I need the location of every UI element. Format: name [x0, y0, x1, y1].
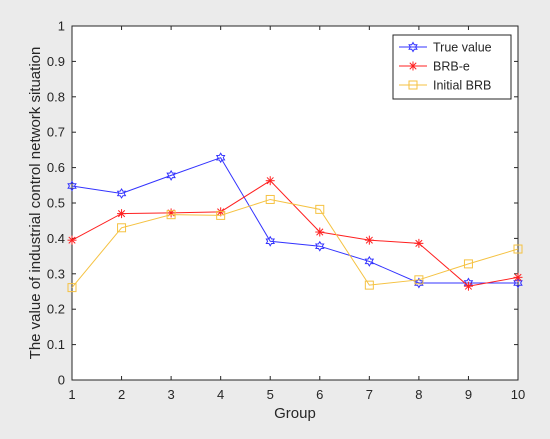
x-tick-label: 8 [415, 387, 422, 402]
data-point [463, 281, 473, 291]
x-tick-label: 2 [118, 387, 125, 402]
y-tick-label: 0.3 [47, 266, 65, 281]
data-point [166, 208, 176, 218]
series-2 [67, 194, 523, 293]
y-tick-label: 0.5 [47, 196, 65, 211]
series-line [71, 198, 519, 288]
data-point [414, 275, 424, 285]
x-tick-label: 7 [366, 387, 373, 402]
series-1 [67, 176, 523, 291]
square-marker [216, 210, 226, 220]
hexagram-marker [116, 187, 127, 199]
x-tick-label: 5 [267, 387, 274, 402]
asterisk-marker [463, 281, 473, 291]
asterisk-marker [166, 208, 176, 218]
series-line [71, 180, 519, 287]
asterisk-marker [414, 238, 424, 248]
data-point [216, 210, 226, 220]
x-tick-label: 3 [167, 387, 174, 402]
x-tick-label: 6 [316, 387, 323, 402]
data-point [166, 210, 176, 220]
data-point [463, 259, 473, 269]
data-point [166, 169, 176, 181]
axis-ticks: 1 2 3 4 5 6 7 8 9 10 0 0.1 0.2 0.3 0.4 0.5 0.6 0.7 0.8 0.9 1 [47, 19, 525, 403]
data-point [117, 223, 127, 233]
square-marker [364, 280, 374, 290]
legend: True value BRB-e Initial BRB [392, 34, 512, 100]
asterisk-marker [408, 61, 418, 71]
asterisk-marker [117, 209, 127, 219]
data-point [116, 187, 127, 199]
data-point [67, 180, 77, 192]
data-point [315, 204, 325, 214]
legend-label: BRB-e [433, 60, 470, 74]
asterisk-marker [315, 227, 325, 237]
data-point [265, 194, 275, 204]
hexagram-marker [215, 152, 226, 164]
x-tick-label: 9 [465, 387, 472, 402]
hexagram-marker [166, 169, 176, 181]
data-point [414, 238, 424, 248]
square-marker [67, 283, 77, 293]
data-point [215, 152, 226, 164]
x-tick-label: 4 [217, 387, 224, 402]
y-tick-label: 0.7 [47, 125, 65, 140]
asterisk-marker [513, 272, 523, 282]
hexagram-marker [315, 240, 325, 252]
data-point [315, 240, 325, 252]
data-point [364, 235, 374, 245]
square-marker [414, 275, 424, 285]
y-tick-label: 0.4 [47, 231, 65, 246]
y-tick-label: 0.2 [47, 302, 65, 317]
data-point [513, 277, 523, 289]
data-point [117, 209, 127, 219]
hexagram-marker [364, 255, 375, 267]
asterisk-marker [364, 235, 374, 245]
hexagram-marker [67, 180, 77, 192]
hexagram-marker [265, 235, 275, 247]
asterisk-marker [265, 176, 275, 186]
legend-label: True value [433, 41, 492, 55]
hexagram-marker [408, 41, 418, 53]
y-tick-label: 0.9 [47, 54, 65, 69]
hexagram-marker [513, 277, 523, 289]
data-point [513, 244, 523, 254]
square-marker [408, 80, 418, 90]
series-layer [67, 152, 523, 293]
data-point [265, 176, 275, 186]
legend-item: Initial BRB [399, 79, 491, 93]
data-point [364, 280, 374, 290]
x-tick-label: 1 [68, 387, 75, 402]
square-marker [513, 244, 523, 254]
data-point [513, 272, 523, 282]
data-point [364, 255, 375, 267]
y-tick-label: 0 [58, 373, 65, 388]
data-point [67, 235, 77, 245]
data-point [265, 235, 275, 247]
legend-item: BRB-e [399, 60, 470, 74]
square-marker [315, 204, 325, 214]
data-point [315, 227, 325, 237]
y-tick-label: 0.1 [47, 337, 65, 352]
legend-item: True value [399, 41, 492, 55]
y-tick-label: 0.8 [47, 89, 65, 104]
legend-label: Initial BRB [433, 79, 491, 93]
x-tick-label: 10 [511, 387, 525, 402]
y-tick-label: 1 [58, 19, 65, 34]
square-marker [166, 210, 176, 220]
y-axis-label: The value of industrial control network … [27, 47, 44, 360]
series-0 [67, 152, 523, 289]
square-marker [117, 223, 127, 233]
square-marker [265, 194, 275, 204]
x-axis-label: Group [274, 405, 316, 422]
y-tick-label: 0.6 [47, 160, 65, 175]
data-point [67, 283, 77, 293]
series-line [71, 157, 518, 284]
square-marker [463, 259, 473, 269]
asterisk-marker [67, 235, 77, 245]
